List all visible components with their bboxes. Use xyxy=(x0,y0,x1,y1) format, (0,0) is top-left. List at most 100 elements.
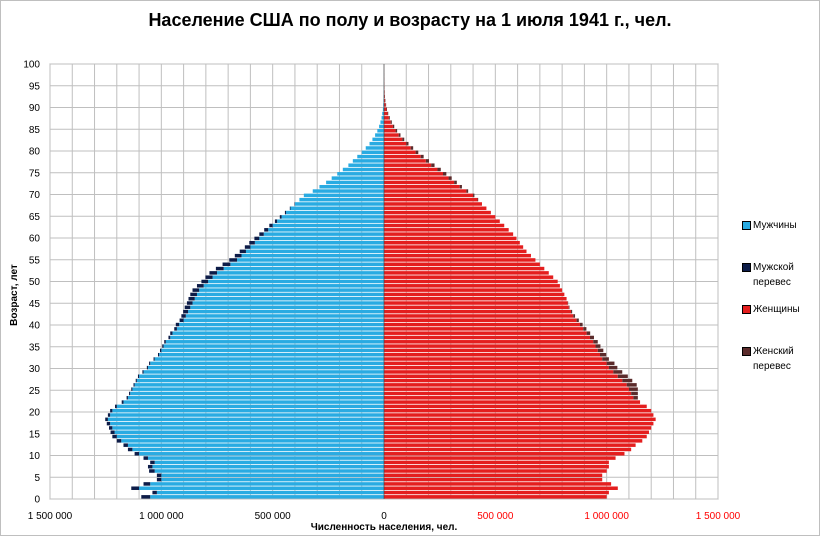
bar-men xyxy=(176,327,384,331)
bar-women xyxy=(384,245,524,249)
bar-women xyxy=(384,408,652,413)
bar-male-surplus xyxy=(274,219,278,223)
y-tick-label: 15 xyxy=(29,429,41,440)
bar-women xyxy=(384,258,536,262)
bar-women xyxy=(384,236,517,241)
bar-men xyxy=(159,352,384,357)
bar-male-surplus xyxy=(110,430,115,434)
bar-male-surplus xyxy=(186,301,193,305)
bar-men xyxy=(130,391,384,396)
legend-swatch-women xyxy=(742,305,751,314)
bar-women xyxy=(384,163,432,167)
bar-male-surplus xyxy=(116,439,122,443)
bar-men xyxy=(259,236,384,241)
bar-male-surplus xyxy=(205,275,213,279)
bar-men xyxy=(112,408,384,413)
chart-title: Население США по полу и возрасту на 1 ию… xyxy=(148,10,672,30)
bar-men xyxy=(147,456,384,460)
bar-men xyxy=(112,426,384,430)
bar-women xyxy=(384,141,407,146)
bar-women xyxy=(384,154,421,159)
bar-men xyxy=(299,197,384,202)
bar-men xyxy=(163,344,384,348)
x-tick-label: 500 000 xyxy=(255,511,292,522)
bar-men xyxy=(254,240,384,245)
bar-male-surplus xyxy=(284,210,287,215)
bar-women xyxy=(384,396,634,400)
bar-women xyxy=(384,167,438,172)
bar-male-surplus xyxy=(179,318,184,323)
bar-men xyxy=(212,275,384,279)
bar-female-surplus xyxy=(395,129,398,133)
bar-women xyxy=(384,240,520,245)
bar-men xyxy=(365,146,384,150)
bar-men xyxy=(348,163,384,167)
bar-women xyxy=(384,253,531,258)
legend-swatch-female-surplus xyxy=(742,347,751,356)
bar-men xyxy=(361,150,384,155)
bar-men xyxy=(127,396,384,400)
bar-women xyxy=(384,352,600,357)
bar-men xyxy=(188,309,384,314)
bar-male-surplus xyxy=(188,296,195,301)
bar-women xyxy=(384,116,389,120)
bar-men xyxy=(150,482,384,486)
bar-female-surplus xyxy=(579,322,583,327)
bar-men xyxy=(369,141,384,146)
bar-female-surplus xyxy=(410,146,414,150)
bar-male-surplus xyxy=(152,490,157,495)
bar-male-surplus xyxy=(259,232,264,236)
y-tick-label: 60 xyxy=(29,234,41,245)
bar-women xyxy=(384,193,474,198)
y-tick-label: 95 xyxy=(29,81,41,92)
bar-men xyxy=(114,430,384,434)
bar-men xyxy=(139,486,384,490)
bar-men xyxy=(342,167,384,172)
bar-female-surplus xyxy=(392,124,395,129)
bar-men xyxy=(147,365,384,370)
bar-men xyxy=(319,184,384,189)
bar-women xyxy=(384,370,614,374)
bar-men xyxy=(110,413,385,417)
bar-male-surplus xyxy=(222,262,231,267)
bar-female-surplus xyxy=(454,180,457,185)
bar-male-surplus xyxy=(229,258,238,262)
y-tick-label: 25 xyxy=(29,386,41,397)
y-tick-label: 55 xyxy=(29,255,41,266)
bar-women xyxy=(384,400,641,404)
bar-men xyxy=(127,443,384,447)
bar-men xyxy=(185,314,384,318)
bar-men xyxy=(132,447,384,452)
bar-female-surplus xyxy=(477,197,479,202)
legend-item-men: Мужчины xyxy=(742,218,818,260)
bar-men xyxy=(372,137,384,142)
bar-male-surplus xyxy=(156,477,162,482)
bar-male-surplus xyxy=(149,361,151,366)
bar-women xyxy=(384,275,554,279)
bar-female-surplus xyxy=(583,327,587,331)
bar-male-surplus xyxy=(209,271,217,275)
bar-male-surplus xyxy=(147,464,153,469)
bar-men xyxy=(116,434,385,439)
bar-women xyxy=(384,284,560,288)
bar-women xyxy=(384,223,505,228)
bar-men xyxy=(263,232,384,236)
bar-female-surplus xyxy=(597,348,604,353)
bar-men xyxy=(170,335,384,340)
bar-female-surplus xyxy=(608,365,618,370)
bar-women xyxy=(384,129,396,133)
x-axis-label: Численность населения, чел. xyxy=(311,522,458,533)
bar-men xyxy=(379,124,384,129)
bar-male-surplus xyxy=(183,309,189,314)
bar-female-surplus xyxy=(420,154,424,159)
bar-women xyxy=(384,266,545,271)
bar-male-surplus xyxy=(215,266,224,271)
bar-female-surplus xyxy=(571,309,573,314)
bar-men xyxy=(183,318,384,323)
bar-women xyxy=(384,103,386,107)
bar-men xyxy=(208,279,384,284)
bar-men xyxy=(312,189,384,193)
bar-male-surplus xyxy=(115,404,117,409)
y-tick-label: 20 xyxy=(29,408,41,419)
